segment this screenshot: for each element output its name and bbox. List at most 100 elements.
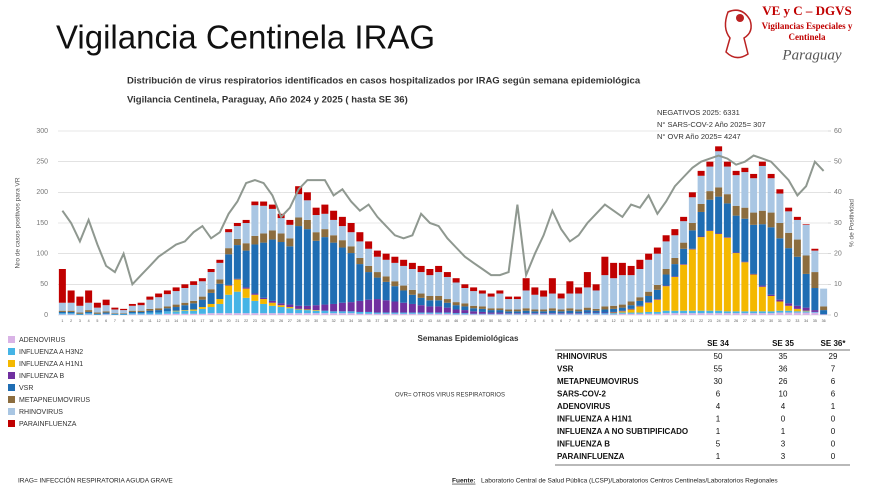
bar-segment: [767, 295, 775, 312]
x-tick-label: 11: [148, 319, 152, 323]
legend-swatch: [8, 348, 15, 355]
bar-segment: [671, 276, 679, 311]
footer-source-label: Fuente:: [452, 478, 475, 485]
bar-segment: [697, 203, 705, 212]
bar-segment: [583, 287, 591, 308]
y-tick-label: 0: [44, 312, 48, 319]
bar-segment: [181, 288, 189, 303]
bar-segment: [688, 313, 696, 315]
bar-segment: [76, 305, 84, 313]
bar-segment: [618, 307, 626, 311]
bar-segment: [767, 212, 775, 228]
bar-segment: [303, 192, 311, 201]
x-tick-label: 25: [270, 319, 274, 323]
bar-segment: [216, 303, 224, 314]
bar-segment: [163, 294, 171, 307]
bar-segment: [225, 254, 233, 285]
bar-segment: [820, 306, 828, 311]
bar-segment: [435, 306, 443, 313]
bar-segment: [636, 313, 644, 315]
bar-segment: [347, 302, 355, 312]
bar-segment: [715, 233, 723, 235]
bar-segment: [330, 242, 338, 304]
bar-segment: [715, 310, 723, 314]
x-tick-label: 26: [734, 319, 738, 323]
bar-segment: [583, 272, 591, 288]
bar-segment: [198, 313, 206, 315]
bar-segment: [128, 303, 136, 306]
x-tick-label: 5: [551, 319, 553, 323]
bar-segment: [198, 281, 206, 297]
bar-segment: [286, 219, 294, 225]
bar-segment: [260, 313, 268, 315]
bar-segment: [277, 307, 285, 314]
bar-segment: [347, 232, 355, 247]
x-tick-label: 30: [314, 319, 318, 323]
bar-segment: [417, 297, 425, 306]
y-tick-label: 50: [40, 281, 48, 288]
bar-segment: [295, 305, 303, 309]
bar-segment: [793, 305, 801, 309]
bar-segment: [785, 310, 793, 313]
bar-segment: [557, 314, 565, 315]
bar-segment: [592, 310, 600, 313]
bar-segment: [286, 224, 294, 239]
bar-segment: [592, 290, 600, 309]
bar-segment: [190, 303, 198, 310]
bar-segment: [443, 276, 451, 300]
bar-segment: [408, 312, 416, 314]
bar-segment: [417, 293, 425, 298]
bar-segment: [592, 284, 600, 291]
bar-segment: [618, 313, 626, 315]
bar-segment: [163, 306, 171, 309]
x-tick-label: 36: [367, 319, 371, 323]
logo-line: Centinela: [789, 32, 826, 42]
bar-segment: [277, 242, 285, 304]
bar-segment: [776, 301, 784, 311]
bar-segment: [566, 293, 574, 309]
bar-segment: [601, 256, 609, 276]
bar-segment: [373, 299, 381, 313]
x-tick-label: 23: [253, 319, 257, 323]
bar-segment: [400, 302, 408, 313]
x-tick-label: 32: [332, 319, 336, 323]
bar-segment: [662, 235, 670, 242]
bar-segment: [715, 187, 723, 197]
logo-country: Paraguay: [781, 47, 842, 63]
bar-segment: [251, 201, 259, 206]
bar-segment: [137, 302, 145, 306]
bar-segment: [636, 297, 644, 301]
bar-segment: [356, 313, 364, 315]
bar-segment: [120, 308, 128, 311]
bar-segment: [680, 264, 688, 265]
bar-segment: [531, 313, 539, 314]
table-header: SE 36*: [821, 339, 847, 348]
bar-segment: [76, 312, 84, 314]
bar-segment: [671, 257, 679, 265]
x-tick-label: 3: [79, 319, 81, 323]
bar-segment: [487, 312, 495, 314]
logo-title: VE y C – DGVS: [762, 3, 852, 18]
bar-segment: [627, 275, 635, 302]
bar-segment: [373, 250, 381, 257]
x-tick-label: 11: [603, 319, 607, 323]
bar-segment: [312, 310, 320, 311]
bar-segment: [540, 313, 548, 314]
bar-segment: [513, 313, 521, 315]
bar-segment: [715, 196, 723, 234]
bar-segment: [811, 250, 819, 273]
bar-segment: [277, 305, 285, 308]
bar-segment: [260, 201, 268, 206]
bar-segment: [146, 312, 154, 315]
bar-segment: [531, 313, 539, 315]
x-tick-label: 48: [472, 319, 476, 323]
bar-segment: [706, 166, 714, 192]
chart-title: Distribución de virus respiratorios iden…: [127, 76, 641, 87]
bar-segment: [216, 259, 224, 263]
bar-segment: [225, 232, 233, 249]
bar-segment: [365, 272, 373, 300]
y2-tick-label: 40: [834, 189, 842, 196]
table-cell: 1: [716, 427, 721, 436]
x-tick-label: 20: [682, 319, 686, 323]
bar-segment: [601, 312, 609, 314]
